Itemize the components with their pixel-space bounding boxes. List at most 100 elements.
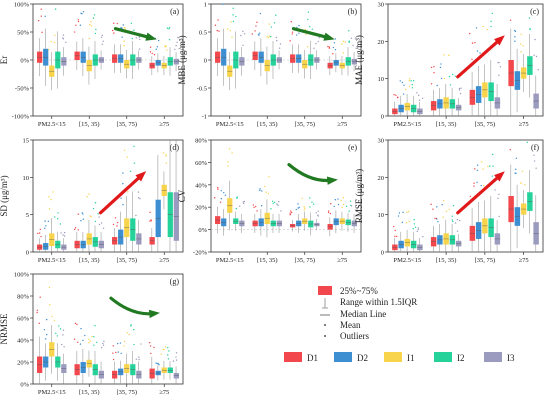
outlier-point	[138, 36, 141, 38]
outlier-point	[451, 73, 454, 76]
outlier-point	[90, 21, 92, 23]
outlier-point	[337, 198, 339, 200]
outlier-point	[289, 212, 291, 214]
outlier-point	[175, 44, 177, 47]
outlier-point	[137, 197, 140, 199]
outlier-point	[514, 36, 516, 38]
outlier-point	[290, 211, 293, 214]
outlier-point	[53, 41, 56, 44]
outlier-point	[487, 165, 489, 168]
outlier-point	[122, 182, 124, 185]
outlier-point	[305, 33, 307, 36]
outlier-point	[304, 207, 306, 209]
outlier-point	[432, 208, 434, 210]
outlier-point	[51, 315, 53, 318]
outlier-point	[276, 39, 278, 42]
outlier-point	[355, 199, 357, 201]
outlier-point	[345, 205, 348, 208]
outlier-point	[328, 210, 330, 212]
outlier-point	[334, 38, 337, 40]
outlier-point	[133, 29, 135, 32]
legend: 25%~75%Range within 1.5IQR Median LineMea…	[284, 286, 515, 363]
outlier-point	[102, 342, 104, 345]
outlier-point	[315, 212, 318, 214]
outlier-point	[167, 346, 169, 349]
outlier-point	[253, 206, 255, 209]
outlier-point	[290, 210, 292, 212]
trend-arrow-head	[135, 171, 147, 182]
outlier-point	[119, 342, 122, 344]
outlier-point	[344, 41, 346, 43]
outlier-point	[418, 94, 420, 97]
x-tick-label: ≥75	[337, 257, 347, 264]
outlier-point	[537, 69, 539, 71]
outlier-point	[289, 40, 291, 42]
outlier-point	[451, 219, 454, 221]
outlier-point	[471, 42, 474, 44]
outlier-point	[482, 25, 485, 28]
outlier-point	[498, 215, 500, 218]
panel-d: 0 5 10 15 SD (μg/m³) (d) PM2.5<15 [15, 35) [35, …	[0, 138, 184, 264]
outlier-point	[129, 170, 132, 173]
outlier-point	[341, 206, 343, 209]
x-tick-label: PM2.5<15	[38, 257, 66, 264]
outlier-point	[440, 77, 443, 80]
outlier-point	[298, 32, 300, 34]
outlier-point	[100, 222, 103, 224]
outlier-point	[92, 17, 95, 19]
outlier-point	[356, 209, 358, 211]
outlier-point	[100, 36, 103, 38]
outlier-point	[123, 340, 126, 343]
outlier-point	[227, 165, 229, 167]
outlier-point	[307, 18, 309, 21]
outlier-point	[45, 318, 48, 321]
outlier-point	[231, 152, 233, 154]
outlier-point	[474, 168, 476, 170]
trend-arrow-head	[323, 32, 335, 41]
outlier-point	[235, 207, 238, 210]
outlier-point	[112, 345, 114, 347]
outlier-point	[430, 66, 433, 69]
outlier-point	[434, 217, 436, 220]
outlier-point	[84, 334, 86, 337]
outlier-point	[349, 200, 352, 202]
legend-mean-swatch	[324, 324, 326, 326]
outlier-point	[52, 191, 54, 193]
y-tick-label: 60%	[17, 316, 30, 323]
outlier-point	[476, 164, 479, 166]
outlier-point	[256, 21, 258, 24]
outlier-point	[515, 172, 517, 174]
outlier-point	[313, 47, 315, 49]
outlier-point	[475, 27, 478, 29]
x-tick-label: [35, 75)	[475, 257, 496, 264]
outlier-point	[176, 41, 178, 43]
outlier-point	[57, 212, 59, 214]
outlier-point	[266, 36, 268, 38]
outlier-point	[297, 207, 299, 209]
x-tick-label: [35, 75)	[116, 389, 137, 396]
x-tick-label: [15, 35)	[436, 121, 457, 128]
outlier-point	[412, 80, 415, 82]
y-tick-label: 0	[381, 114, 384, 121]
outlier-point	[94, 202, 97, 204]
outlier-point	[116, 225, 118, 227]
outlier-point	[341, 43, 343, 45]
x-tick-label: [35, 75)	[116, 257, 137, 264]
outlier-point	[127, 191, 129, 193]
y-tick-label: -20%	[193, 250, 208, 257]
x-tick-label: [15, 35)	[79, 389, 100, 396]
outlier-point	[54, 34, 56, 37]
outlier-point	[54, 8, 57, 10]
y-axis-label: CV	[177, 189, 187, 202]
outlier-point	[456, 218, 459, 221]
outlier-point	[533, 154, 535, 157]
outlier-point	[73, 228, 76, 231]
outlier-point	[443, 54, 445, 56]
outlier-point	[498, 193, 500, 195]
outlier-point	[175, 356, 177, 358]
outlier-point	[74, 227, 77, 229]
outlier-point	[149, 220, 151, 222]
outlier-point	[112, 358, 115, 361]
outlier-point	[138, 356, 140, 358]
outlier-point	[220, 197, 223, 200]
